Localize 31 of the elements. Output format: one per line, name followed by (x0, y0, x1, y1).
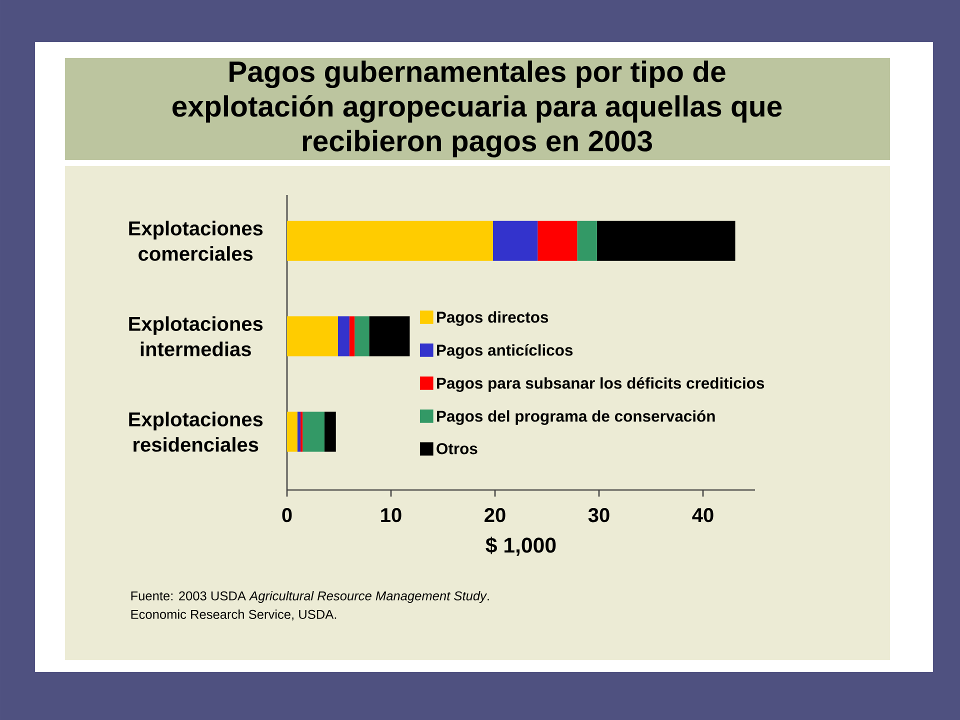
x-tick-label: 30 (588, 508, 610, 522)
bar (287, 316, 338, 356)
bar (349, 316, 355, 356)
bar (297, 412, 301, 452)
bar (287, 412, 298, 452)
bar (354, 316, 370, 356)
bar (369, 316, 410, 356)
x-tick-label: 0 (282, 508, 292, 522)
x-axis-title: $ 1,000 (486, 536, 556, 556)
source-note: Fuente: 2003 USDA Agricultural Resource Management Study. (131, 591, 489, 603)
legend-label: Pagos para subsanar los déficits crediticios (437, 377, 764, 392)
y-tick-label: Explotaciones intermedias (129, 316, 263, 356)
legend-label: Pagos del programa de conservación (437, 410, 715, 425)
y-tick-label: Explotaciones residenciales (129, 412, 263, 452)
bar (287, 220, 493, 261)
y-tick-label: Explotaciones comerciales (129, 220, 263, 261)
bar (538, 220, 578, 261)
chart-title: Pagos gubernamentales por tipo de explotación agropecuaria para aquellas que recibieron pagos en 2003 (172, 60, 782, 158)
bar (492, 220, 538, 261)
legend-label: Pagos anticíclicos (437, 344, 573, 359)
x-tick-label: 20 (484, 508, 506, 522)
bar (324, 412, 336, 452)
legend-label: Pagos directos (437, 311, 548, 326)
bar (577, 220, 597, 261)
bar (302, 412, 324, 452)
text: Economic Research Service, USDA. (131, 610, 336, 620)
legend-label: Otros (436, 443, 478, 454)
bar (338, 316, 350, 356)
bar (596, 220, 736, 261)
x-tick-label: 40 (692, 508, 714, 522)
x-tick-label: 10 (381, 508, 402, 522)
